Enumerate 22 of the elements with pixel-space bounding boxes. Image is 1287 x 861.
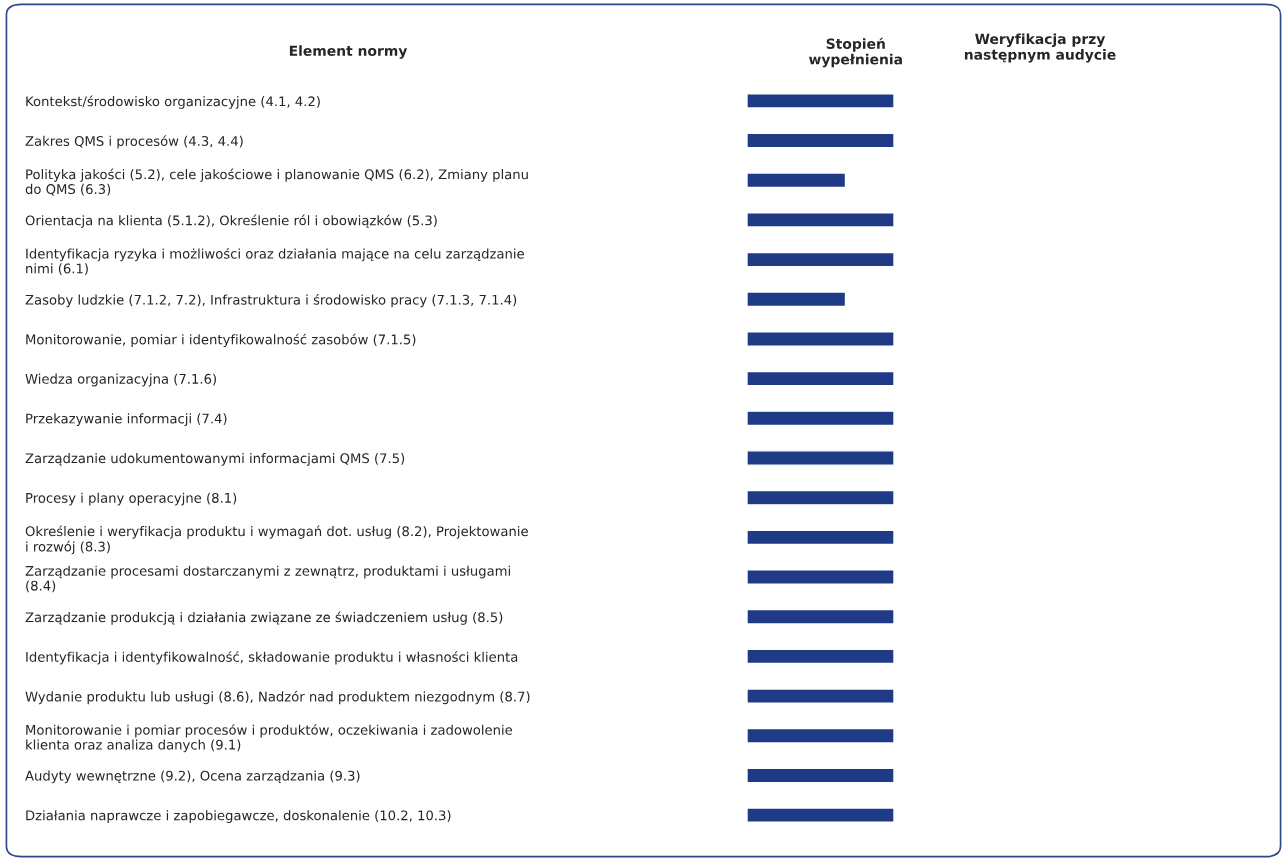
y-tick-label: Określenie i weryfikacja produktu i wymagań dot. usług (8.2), Projektowanie i rozwój (8.3) bbox=[25, 525, 528, 555]
y-tick-label: Identyfikacja i identyfikowalność, składowanie produktu i własności klienta bbox=[26, 651, 518, 665]
y-tick-label: Kontekst/środowisko organizacyjne (4.1, 4.2) bbox=[26, 95, 320, 109]
y-tick-label: Orientacja na klienta (5.1.2), Określenie ról i obowiązków (5.3) bbox=[25, 214, 437, 228]
y-tick-label: Monitorowanie, pomiar i identyfikowalność zasobów (7.1.5) bbox=[26, 333, 416, 347]
y-tick-label: Działania naprawcze i zapobiegawcze, doskonalenie (10.2, 10.3) bbox=[26, 810, 451, 823]
chart-title: Stopień wypełnienia bbox=[809, 37, 902, 68]
y-tick-label: Audyty wewnętrzne (9.2), Ocena zarządzania (9.3) bbox=[25, 770, 360, 784]
y-tick-label: Zarządzanie udokumentowanymi informacjami QMS (7.5) bbox=[25, 452, 405, 466]
y-tick-label: Zakres QMS i procesów (4.3, 4.4) bbox=[25, 135, 243, 149]
y-tick-label: Zarządzanie procesami dostarczanymi z zewnątrz, produktami i usługami (8.4) bbox=[25, 565, 510, 593]
text: Weryfikacja przy następnym audycie bbox=[964, 33, 1116, 63]
y-tick-label: Wydanie produktu lub usługi (8.6), Nadzór nad produktem niezgodnym (8.7) bbox=[25, 690, 530, 705]
y-tick-label: Procesy i plany operacyjne (8.1) bbox=[26, 492, 237, 506]
y-axis-title: Element normy bbox=[289, 45, 408, 59]
y-tick-label: Zasoby ludzkie (7.1.2, 7.2), Infrastruktura i środowisko pracy (7.1.3, 7.1.4) bbox=[25, 293, 517, 308]
y-tick-label: Wiedza organizacyjna (7.1.6) bbox=[25, 373, 216, 387]
y-tick-label: Monitorowanie i pomiar procesów i produktów, oczekiwania i zadowolenie klienta oraz analiza danych (9.1) bbox=[26, 724, 513, 753]
y-tick-label: Przekazywanie informacji (7.4) bbox=[26, 413, 227, 427]
y-tick-label: Polityka jakości (5.2), cele jakościowe i planowanie QMS (6.2), Zmiany planu do QMS (6.3) bbox=[25, 168, 528, 196]
y-tick-label: Zarządzanie produkcją i działania związane ze świadczeniem usług (8.5) bbox=[25, 611, 503, 625]
y-tick-label: Identyfikacja ryzyka i możliwości oraz działania mające na celu zarządzanie nimi (6.1) bbox=[26, 247, 524, 275]
